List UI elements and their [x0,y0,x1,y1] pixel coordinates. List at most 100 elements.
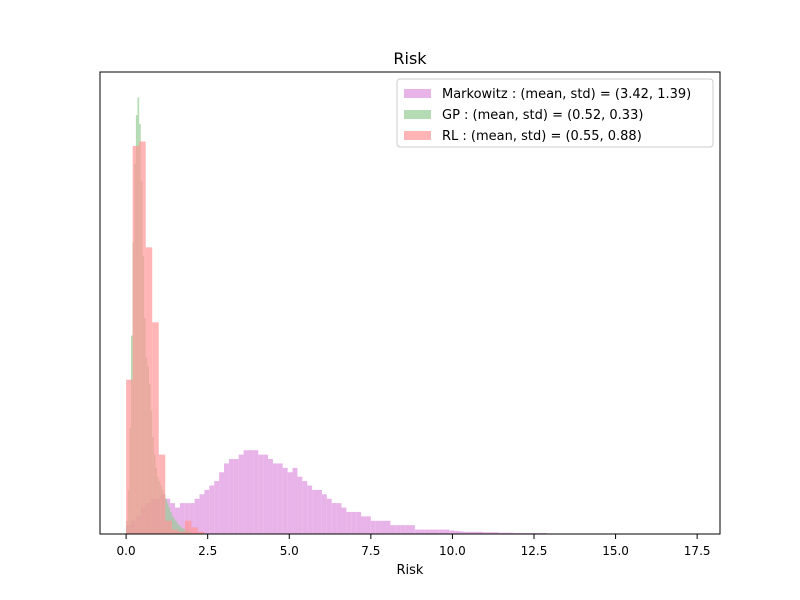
histogram-bar [321,494,327,534]
histogram-bar [228,459,234,534]
histogram-bar [126,379,133,534]
histogram-bar [458,531,464,534]
histogram-bar [191,527,198,534]
histogram-bar [175,507,180,534]
x-tick-label: 17.5 [684,544,711,558]
histogram-bar [385,520,391,534]
histogram-bar [292,467,298,534]
series-rl-bars [126,141,205,535]
histogram-bar [178,525,180,534]
histogram-bar [326,498,332,534]
histogram-bar [302,481,308,534]
legend-label-gp: GP : (mean, std) = (0.52, 0.33) [442,108,643,123]
x-tick-label: 2.5 [198,544,217,558]
histogram-bar [380,520,386,534]
histogram-bar [258,454,264,534]
histogram-bar [263,454,269,534]
histogram-bar [165,498,167,534]
x-tick-label: 7.5 [361,544,380,558]
plot-area-frame [99,71,721,535]
histogram-bar [219,472,224,534]
histogram-bar [507,532,513,534]
histogram-bar [429,529,435,534]
histogram-bar [209,485,215,534]
histogram-bar [317,489,322,534]
histogram-bar [424,529,430,534]
histogram-bar [444,529,450,534]
histogram-bar [370,520,376,534]
histogram-bar [248,450,254,534]
x-tick-label: 15.0 [602,544,629,558]
legend-box [396,78,714,148]
histogram-bar [414,529,420,534]
histogram-bar [297,476,303,534]
histogram-bar [158,454,166,534]
histogram-bar [214,481,220,534]
legend-swatch-gp [404,110,431,119]
histogram-bar [171,529,179,534]
histogram-bar [197,531,205,534]
chart-title: Risk [393,49,427,68]
histogram-bar [468,531,474,534]
histogram-bar [224,463,229,534]
histogram-bar [351,511,357,534]
x-axis-label: Risk [397,563,424,578]
x-axis: 0.0 2.5 5.0 7.5 10.0 12.5 15.0 17.5 [117,534,711,558]
histogram-bar [199,494,205,534]
histogram-bar [498,532,503,534]
histogram-bar [277,463,283,534]
histogram-bar [483,532,489,534]
histogram-bar [419,529,425,534]
histogram-bar [439,529,445,534]
histogram-bar [365,516,371,534]
legend-swatch-markowitz [404,89,431,98]
histogram-bar [152,322,159,534]
histogram-bar [336,503,342,534]
histogram-bar [184,520,192,534]
x-tick-label: 10.0 [439,544,466,558]
histogram-bar [307,485,313,534]
legend-swatch-rl [404,131,431,140]
histogram-bar [183,528,185,534]
histogram-bar [179,503,185,534]
histogram-bar [243,450,249,534]
histogram-bar [166,503,169,534]
histogram-bars [126,97,699,535]
histogram-bar [268,459,273,534]
histogram-bar [361,516,366,534]
histogram-bar [434,529,440,534]
histogram-bar [503,532,508,534]
x-tick-label: 12.5 [521,544,548,558]
histogram-bar [341,507,347,534]
histogram-bar [178,531,185,534]
histogram-bar [233,459,239,534]
histogram-bar [449,530,455,534]
histogram-bar [272,463,278,534]
legend-label-rl: RL : (mean, std) = (0.55, 0.88) [442,129,642,144]
x-tick-label: 5.0 [280,544,299,558]
histogram-bar [175,520,177,534]
histogram-bar [139,141,146,534]
histogram-bar [287,472,293,534]
histogram-bar [463,531,469,534]
histogram-bar [145,247,153,534]
histogram-bar [173,518,176,534]
histogram-bar [171,516,174,534]
histogram-bar [410,525,415,534]
histogram-bar [395,525,401,534]
histogram-bar [165,520,172,534]
histogram-bar [132,145,140,535]
histogram-bar [493,532,499,534]
histogram-bar [454,530,459,534]
histogram-bar [488,532,494,534]
histogram-bar [331,503,337,534]
histogram-bar [478,531,484,534]
legend-label-markowitz: Markowitz : (mean, std) = (3.42, 1.39) [442,87,691,102]
histogram-bar [189,503,195,534]
histogram-bar [194,498,200,534]
histogram-bar [282,467,288,534]
histogram-bar [204,489,210,534]
histogram-bar [176,522,179,534]
histogram-bar [356,511,362,534]
